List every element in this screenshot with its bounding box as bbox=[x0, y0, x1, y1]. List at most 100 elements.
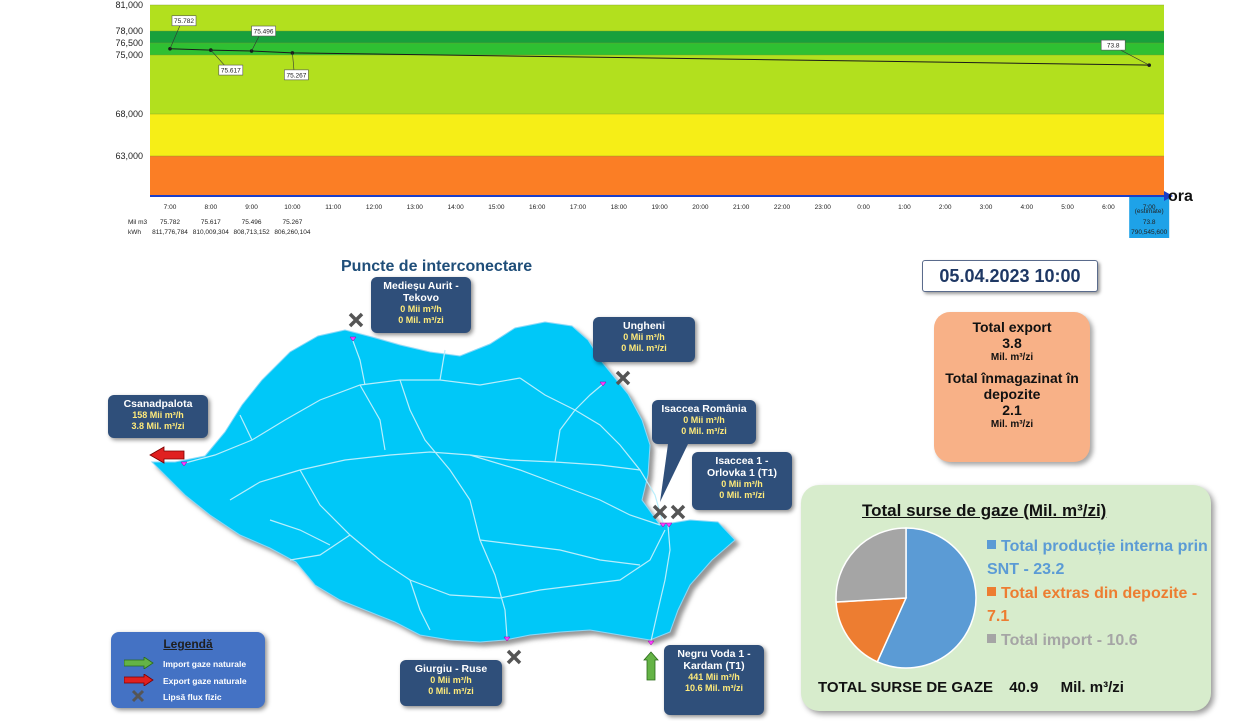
table-cell: 811,776,784 bbox=[152, 229, 188, 236]
threshold-band bbox=[150, 55, 1164, 114]
table-cell: 75.267 bbox=[282, 219, 302, 226]
x-tick-label: 2:00 bbox=[939, 204, 952, 211]
y-tick-label: 81,000 bbox=[115, 0, 143, 10]
x-tick-label: 11:00 bbox=[325, 204, 341, 211]
point-flow-hourly: 0 Mii m³/h bbox=[721, 479, 763, 489]
data-label-box bbox=[171, 15, 197, 27]
estimate-column bbox=[1129, 196, 1170, 238]
data-label: 73.8 bbox=[1107, 43, 1120, 50]
legend-swatch bbox=[987, 587, 996, 596]
pie-slice bbox=[835, 597, 908, 663]
linepack-chart: 63,000 68,000 75,000 76,500 78,000 81,000 7:00… bbox=[115, 0, 1173, 238]
point-flow-hourly: 0 Mii m³/h bbox=[430, 675, 472, 685]
threshold-band bbox=[150, 156, 1164, 196]
pipeline bbox=[554, 409, 576, 463]
point-medieșu-tekovo[interactable]: Medieșu Aurit - Tekovo 0 Mii m³/h 0 Mil.… bbox=[371, 277, 471, 333]
x-tick-label: 5:00 bbox=[1061, 204, 1074, 211]
pipeline bbox=[519, 377, 664, 524]
no-flow-legend-icon bbox=[131, 689, 145, 703]
total-value: 40.9 bbox=[1009, 679, 1039, 696]
x-axis-arrow bbox=[1164, 191, 1173, 201]
table-cell: 806,260,104 bbox=[274, 229, 311, 236]
export-title: Total export bbox=[972, 319, 1052, 335]
table-cell: 75.496 bbox=[242, 219, 262, 226]
pipeline bbox=[184, 377, 521, 464]
point-name: Negru Voda 1 - Kardam (T1) bbox=[677, 648, 751, 672]
point-flow-daily: 0 Mil. m³/zi bbox=[398, 315, 444, 325]
pipeline bbox=[269, 519, 331, 546]
pipeline bbox=[439, 349, 446, 381]
x-tick-label: 3:00 bbox=[980, 204, 993, 211]
x-tick-label: 19:00 bbox=[651, 204, 668, 211]
pipeline bbox=[289, 534, 351, 561]
x-tick-label: 8:00 bbox=[204, 204, 217, 211]
point-giurgiu-ruse[interactable]: Giurgiu - Ruse 0 Mii m³/h 0 Mil. m³/zi bbox=[400, 660, 502, 706]
pipeline bbox=[359, 384, 386, 451]
x-tick-label: 20:00 bbox=[692, 204, 709, 211]
table-cell-estimate: 73.8 bbox=[1143, 219, 1156, 226]
legend-swatch bbox=[987, 634, 996, 643]
data-label: 75.617 bbox=[221, 68, 241, 75]
data-label: 75.782 bbox=[174, 18, 194, 25]
y-tick-label: 68,000 bbox=[115, 109, 143, 119]
point-flow-daily: 10.6 Mil. m³/zi bbox=[684, 683, 744, 693]
threshold-band bbox=[150, 5, 1164, 31]
point-flow-hourly: 0 Mii m³/h bbox=[400, 304, 442, 314]
table-row-label: Mil m3 bbox=[128, 219, 148, 226]
pie-slice bbox=[835, 527, 907, 603]
map-legend: Legendă Import gaze naturale Export gaze… bbox=[111, 632, 265, 708]
x-tick-label: 10:00 bbox=[284, 204, 301, 211]
total-sources-panel: Total surse de gaze (Mil. m³/zi) Total p… bbox=[801, 485, 1211, 711]
pipeline bbox=[399, 379, 508, 638]
point-flow-daily: 0 Mil. m³/zi bbox=[681, 426, 727, 436]
legend-swatch bbox=[987, 540, 996, 549]
y-tick-label: 78,000 bbox=[115, 26, 143, 36]
point-isaccea-romania[interactable]: Isaccea România 0 Mii m³/h 0 Mil. m³/zi bbox=[652, 400, 756, 444]
threshold-band bbox=[150, 114, 1164, 156]
point-ungheni[interactable]: Ungheni 0 Mii m³/h 0 Mil. m³/zi bbox=[593, 317, 695, 362]
y-tick-label: 63,000 bbox=[115, 151, 143, 161]
point-name: Csanadpalota bbox=[123, 398, 193, 410]
pipeline bbox=[650, 524, 671, 642]
data-label-box bbox=[284, 69, 309, 81]
x-tick-label: 17:00 bbox=[570, 204, 587, 211]
pipeline bbox=[352, 340, 366, 386]
pipeline bbox=[479, 539, 641, 566]
legend-noflow-label: Lipsă flux fizic bbox=[163, 692, 222, 702]
export-storage-panel: Total export 3.8 Mil. m³/zi Total înmaga… bbox=[934, 312, 1090, 462]
pipeline bbox=[574, 383, 604, 411]
x-tick-label: 9:00 bbox=[245, 204, 258, 211]
pipeline bbox=[469, 454, 661, 526]
total-label: TOTAL SURSE DE GAZE bbox=[818, 679, 994, 696]
data-label: 75.267 bbox=[286, 72, 306, 79]
point-isaccea-orlovka[interactable]: Isaccea 1 - Orlovka 1 (T1) 0 Mii m³/h 0 … bbox=[692, 452, 792, 510]
point-flow-hourly: 158 Mii m³/h bbox=[132, 410, 184, 420]
y-tick-label: 76,500 bbox=[115, 38, 143, 48]
point-flow-daily: 0 Mil. m³/zi bbox=[621, 343, 667, 353]
threshold-band bbox=[150, 43, 1164, 55]
import-legend-icon bbox=[124, 657, 154, 669]
y-tick-label: 75,000 bbox=[115, 50, 143, 60]
x-tick-label: 15:00 bbox=[488, 204, 505, 211]
estimate-note: (estimate) bbox=[1135, 208, 1164, 215]
table-cell: 808,713,152 bbox=[234, 229, 271, 236]
sources-title: Total surse de gaze (Mil. m³/zi) bbox=[862, 501, 1107, 520]
point-negru-voda-kardam[interactable]: Negru Voda 1 - Kardam (T1) 441 Mii m³/h … bbox=[664, 645, 764, 715]
x-tick-label: 21:00 bbox=[733, 204, 750, 211]
legend-import-label: Import gaze naturale bbox=[163, 659, 247, 669]
table-row-label: kWh bbox=[128, 229, 141, 236]
export-legend-icon bbox=[124, 674, 154, 686]
x-tick-label: 18:00 bbox=[611, 204, 628, 211]
x-tick-label: 6:00 bbox=[1102, 204, 1115, 211]
legend-export-label: Export gaze naturale bbox=[163, 676, 247, 686]
point-name: Ungheni bbox=[623, 320, 665, 332]
threshold-band bbox=[150, 31, 1164, 43]
x-tick-label: 7:00 bbox=[1143, 204, 1156, 211]
point-csanadpalota[interactable]: Csanadpalota 158 Mii m³/h 3.8 Mil. m³/zi bbox=[108, 395, 208, 438]
storage-unit: Mil. m³/zi bbox=[990, 419, 1034, 430]
point-flow-hourly: 0 Mii m³/h bbox=[683, 415, 725, 425]
legend-storage: Total extras din depozite - 7.1 bbox=[987, 582, 1211, 628]
data-label-box bbox=[1100, 39, 1126, 51]
